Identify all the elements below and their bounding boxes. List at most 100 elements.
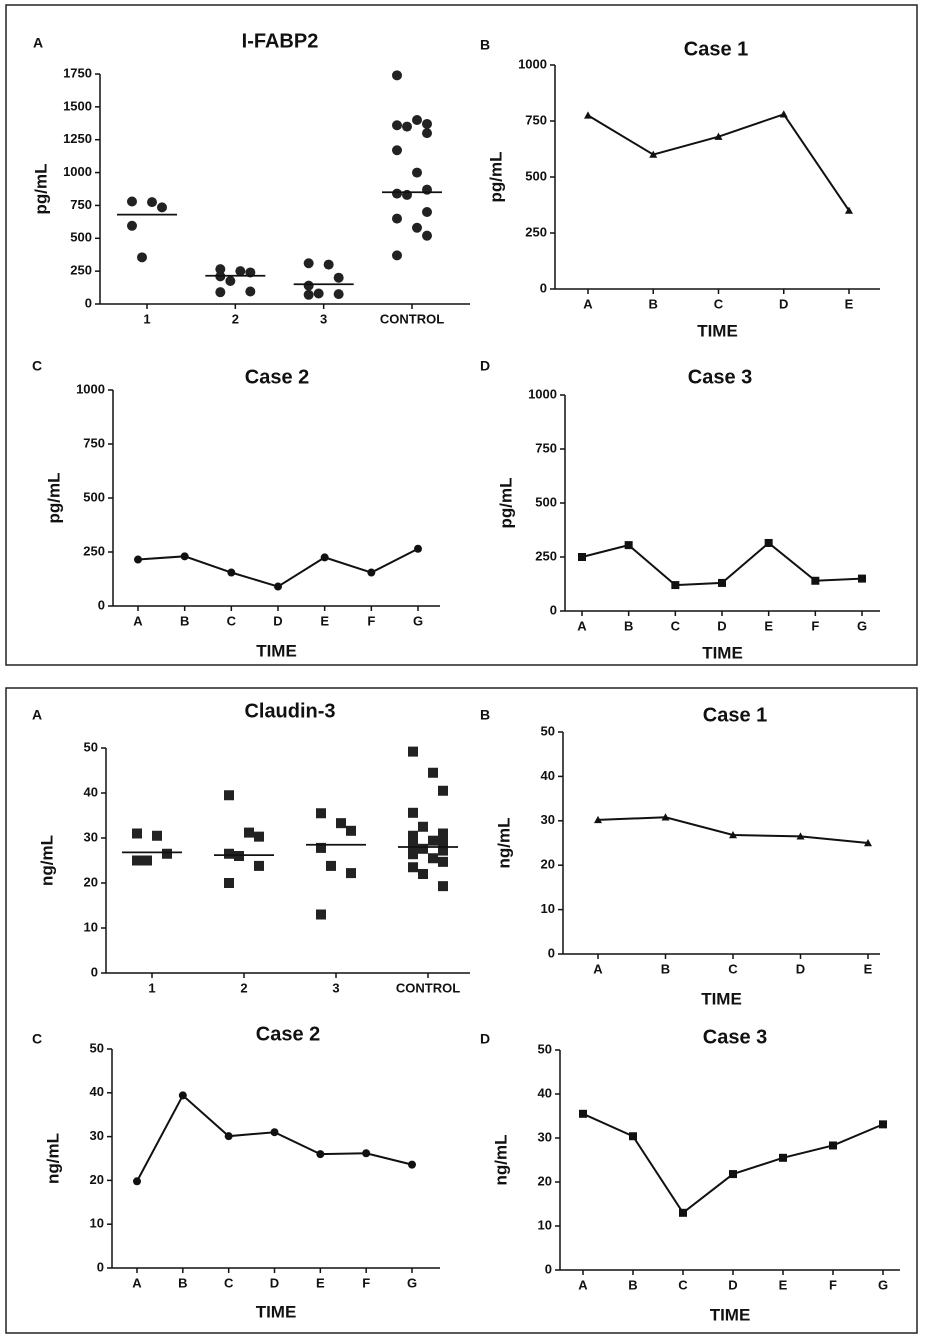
marker [418, 821, 428, 832]
marker [367, 568, 376, 577]
marker [729, 1170, 737, 1179]
marker [157, 202, 167, 213]
x-tick-label: C [224, 1275, 234, 1290]
marker [422, 207, 432, 217]
frame [5, 4, 918, 666]
marker [422, 128, 432, 139]
y-tick-label: 40 [90, 1084, 104, 1099]
y-tick-label: 30 [90, 1128, 104, 1143]
x-tick-label: B [180, 613, 189, 628]
marker [392, 250, 402, 261]
marker [152, 830, 162, 841]
x-tick-label: F [811, 618, 819, 633]
x-tick-label: F [367, 613, 375, 628]
marker [764, 538, 773, 547]
marker [147, 197, 157, 208]
marker [408, 746, 418, 757]
x-tick-label: F [362, 1275, 370, 1290]
x-tick-label: B [624, 618, 633, 633]
marker [829, 1141, 837, 1150]
x-tick-label: 3 [332, 980, 339, 995]
marker [346, 825, 356, 836]
y-axis-label: ng/mL [491, 1135, 510, 1186]
y-axis-label: ng/mL [494, 818, 513, 869]
marker [320, 553, 329, 562]
marker [127, 196, 137, 207]
marker [408, 807, 418, 818]
y-axis-label: pg/mL [31, 164, 50, 215]
marker [162, 848, 172, 859]
x-tick-label: 3 [320, 311, 327, 326]
x-tick-label: E [779, 1277, 788, 1292]
marker [392, 70, 402, 81]
marker [412, 167, 422, 178]
x-tick-label: C [678, 1277, 688, 1292]
x-tick-label: B [661, 961, 670, 976]
x-tick-label: D [717, 618, 726, 633]
y-tick-label: 500 [535, 494, 557, 509]
marker [132, 828, 142, 839]
panel-letter: B [480, 707, 490, 723]
y-tick-label: 250 [525, 224, 547, 239]
y-tick-label: 50 [538, 1041, 552, 1056]
y-tick-label: 750 [535, 440, 557, 455]
marker [127, 220, 137, 231]
marker [133, 1177, 141, 1186]
marker [244, 827, 254, 838]
x-tick-label: A [578, 1277, 588, 1292]
x-tick-label: 2 [232, 311, 239, 326]
x-axis-label: TIME [256, 1302, 297, 1321]
marker [180, 552, 189, 561]
marker [132, 855, 142, 866]
marker [235, 266, 246, 277]
marker [671, 581, 680, 590]
y-axis-label: ng/mL [43, 1133, 62, 1184]
marker [584, 111, 592, 119]
marker [438, 837, 448, 848]
marker [333, 272, 344, 283]
y-tick-label: 0 [550, 602, 557, 617]
marker [779, 1153, 787, 1162]
y-tick-label: 40 [541, 768, 555, 783]
x-tick-label: E [764, 618, 773, 633]
x-axis-label: TIME [256, 641, 297, 660]
marker [438, 845, 448, 856]
line [597, 816, 869, 844]
y-tick-label: 1000 [528, 386, 557, 401]
marker [714, 132, 723, 140]
marker [418, 843, 428, 854]
marker [225, 276, 236, 286]
marker [254, 860, 264, 871]
marker [227, 568, 236, 577]
marker [864, 839, 872, 847]
marker [422, 118, 432, 129]
x-axis-label: TIME [702, 643, 743, 662]
marker [134, 555, 142, 564]
x-tick-label: G [878, 1277, 888, 1292]
x-tick-label: A [132, 1275, 142, 1290]
marker [408, 849, 418, 860]
marker [303, 289, 314, 300]
marker [392, 188, 402, 199]
marker [796, 832, 805, 840]
y-tick-label: 50 [84, 739, 98, 754]
marker [418, 869, 428, 879]
panel-letter: B [480, 37, 490, 53]
frame [5, 687, 918, 1334]
x-tick-label: 2 [240, 980, 247, 995]
x-tick-label: C [714, 296, 724, 311]
y-tick-label: 250 [83, 543, 105, 558]
y-axis-label: pg/mL [44, 473, 63, 524]
panel-letter: D [480, 1031, 490, 1047]
marker [333, 289, 344, 300]
chart-title: Claudin-3 [244, 700, 335, 722]
marker [316, 909, 326, 920]
y-tick-label: 30 [84, 829, 98, 844]
marker [303, 258, 314, 269]
marker [178, 1091, 187, 1100]
x-tick-label: B [178, 1275, 187, 1290]
y-tick-label: 1000 [76, 381, 105, 396]
panel-letter: D [480, 358, 490, 374]
marker [624, 541, 633, 550]
y-axis-label: pg/mL [486, 152, 505, 203]
